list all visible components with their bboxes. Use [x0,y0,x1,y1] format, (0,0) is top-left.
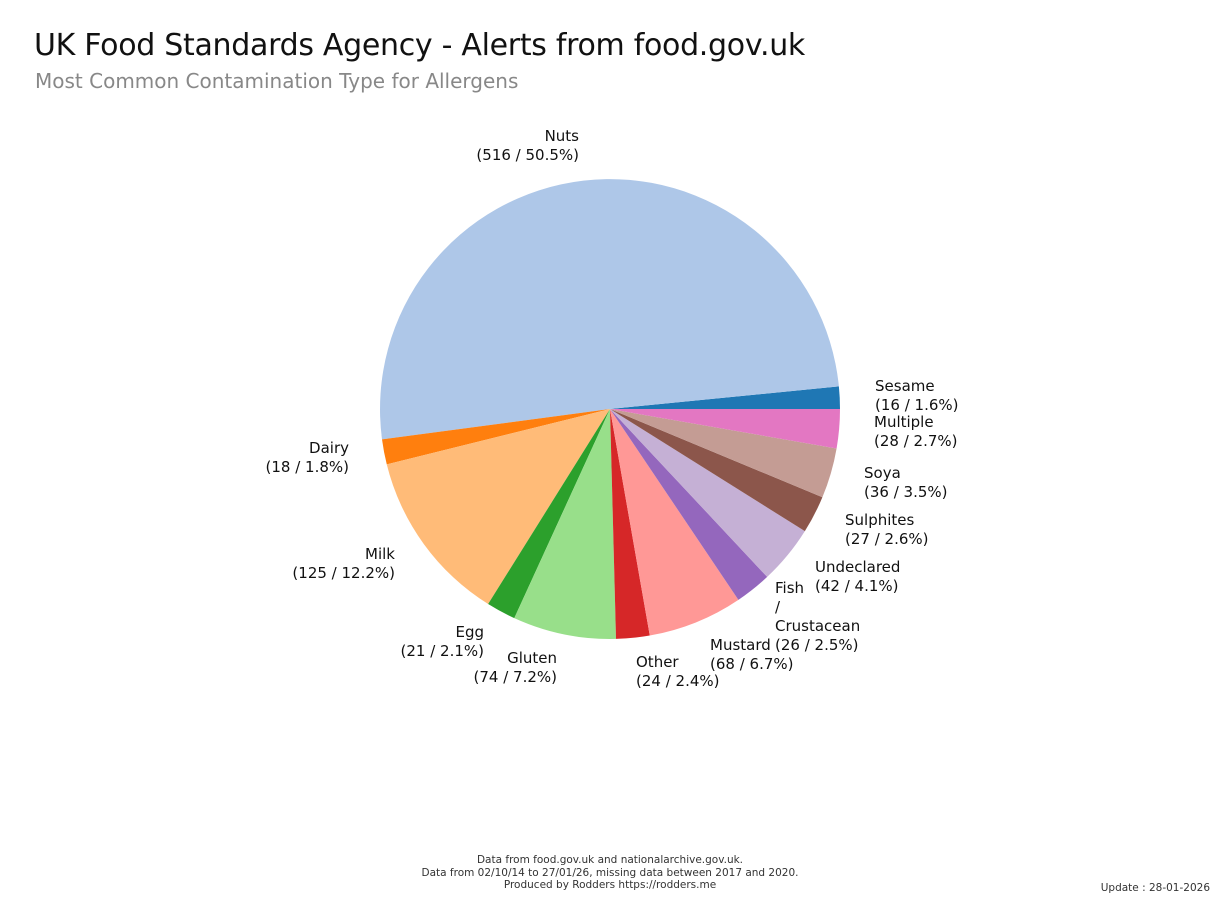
footer-line-3: Produced by Rodders https://rodders.me [503,879,717,891]
chart-subtitle: Most Common Contamination Type for Aller… [35,69,519,93]
pie-slice-egg [488,409,610,619]
pie-slice-nuts [380,179,839,440]
pie-slice-multiple [610,409,840,449]
slice-label-multiple: Multiple (28 / 2.7%) [874,413,958,450]
slice-label-sesame: Sesame (16 / 1.6%) [875,377,959,414]
pie-slice-gluten [514,409,617,639]
pie-slice-dairy [382,409,610,465]
pie-slice-fish-crustacean [610,409,768,600]
chart-title: UK Food Standards Agency - Alerts from f… [34,28,805,63]
pie-slice-soya [610,409,837,498]
pie-slice-sesame [610,386,840,409]
slice-label-mustard: Mustard (68 / 6.7%) [710,636,794,673]
slice-label-nuts: Nuts (516 / 50.5%) [476,127,579,164]
footer-line-1: Data from food.gov.uk and nationalarchiv… [476,854,744,866]
slice-label-other: Other (24 / 2.4%) [636,653,720,690]
slice-label-gluten: Gluten (74 / 7.2%) [474,649,558,686]
pie-slice-undeclared [610,409,805,577]
pie-slice-milk [386,409,610,605]
slice-label-sulphites: Sulphites (27 / 2.6%) [845,511,929,548]
slice-label-egg: Egg (21 / 2.1%) [401,623,485,660]
pie-slices [380,179,840,639]
pie-labels: Sesame (16 / 1.6%) Nuts (516 / 50.5%) Dairy(… [266,127,959,690]
slice-label-dairy: Dairy (18 / 1.8%) [266,439,350,476]
footer: Data from food.gov.uk and nationalarchiv… [0,854,1220,892]
pie-slice-mustard [610,409,739,636]
update-date: Update : 28-01-2026 [1100,882,1210,894]
slice-label-soya: Soya (36 / 3.5%) [864,464,948,501]
slice-label-undeclared: Undeclared (42 / 4.1%) [815,558,900,595]
slice-label-milk: Milk (125 / 12.2%) [292,545,395,582]
footer-line-2: Data from 02/10/14 to 27/01/26, missing … [421,866,799,879]
pie-slice-sulphites [610,409,823,532]
slice-label-fish-crustacean: Fish / Crustacean (26 / 2.5%) [775,579,860,654]
pie-slice-other [610,409,650,639]
